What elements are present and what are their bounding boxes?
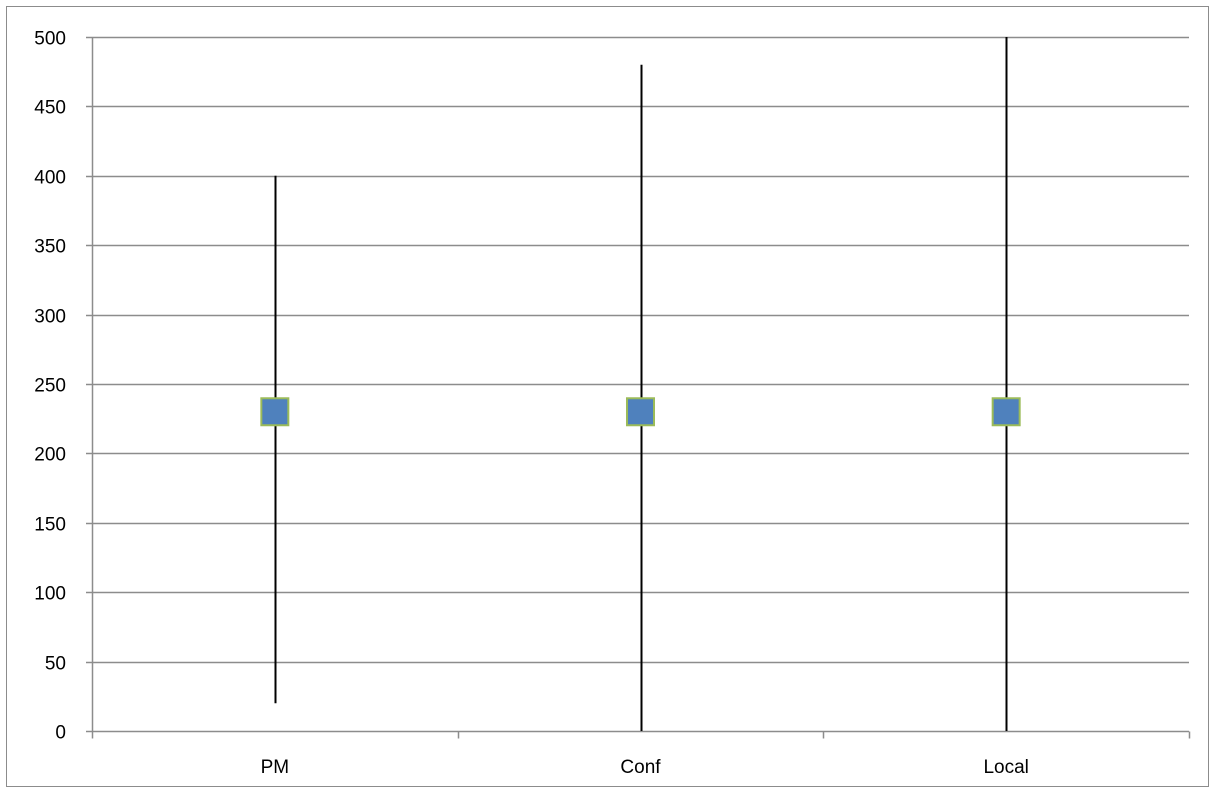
y-tick-label: 150 bbox=[34, 515, 66, 536]
y-tick-label: 50 bbox=[45, 654, 66, 675]
x-tick-label: Local bbox=[983, 757, 1028, 778]
y-tick-label: 450 bbox=[34, 98, 66, 119]
y-tick-label: 200 bbox=[34, 445, 66, 466]
data-point-marker bbox=[260, 397, 290, 427]
axes bbox=[86, 36, 1191, 739]
y-tick-label: 500 bbox=[34, 29, 66, 50]
data-point-marker bbox=[991, 397, 1021, 427]
y-tick-label: 0 bbox=[55, 723, 66, 744]
chart-frame bbox=[6, 6, 1209, 787]
y-tick-label: 400 bbox=[34, 168, 66, 189]
y-tick-label: 100 bbox=[34, 584, 66, 605]
x-tick-label: Conf bbox=[620, 757, 661, 778]
tick-labels: 0 50 100 150 200 250 300 350 400 450 500 PM Conf Loca… bbox=[34, 29, 1029, 779]
y-tick-label: 250 bbox=[34, 376, 66, 397]
data-point-marker bbox=[626, 397, 655, 427]
y-tick-label: 350 bbox=[34, 237, 66, 258]
x-tick-label: PM bbox=[261, 757, 290, 778]
y-tick-label: 300 bbox=[34, 307, 66, 328]
data-series bbox=[260, 37, 1021, 731]
